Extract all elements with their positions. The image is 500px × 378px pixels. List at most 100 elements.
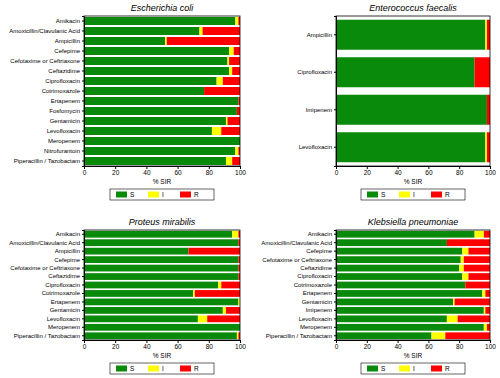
tick: Cotrimoxazole	[42, 290, 84, 296]
axis-line	[85, 167, 241, 170]
tick-label: Cefepime	[54, 48, 80, 54]
bars	[336, 20, 490, 163]
legend-label: S	[381, 365, 386, 372]
bar-segment	[217, 77, 223, 85]
bar-segment	[336, 231, 475, 238]
legend-swatch	[399, 192, 410, 198]
tick-mark	[334, 293, 336, 294]
bar-segment	[336, 265, 459, 272]
y-axis: AmikacinAmoxicillin/Clavulanic AcidAmpic…	[9, 231, 84, 341]
tick-mark	[82, 234, 84, 235]
tick: Cefepime	[54, 257, 84, 263]
tick: Fosfomycin	[49, 108, 84, 114]
bar-segment	[84, 77, 217, 85]
bar-segment	[336, 273, 462, 280]
tick-mark	[82, 259, 84, 260]
bar-segment	[84, 27, 199, 35]
y-axis: AmikacinAmoxicillin/Clavulanic AcidAmpic…	[9, 17, 84, 167]
bar-segment	[189, 248, 240, 255]
tick-label: 80	[206, 169, 214, 176]
axis-line	[337, 341, 491, 344]
panel: 020406080100AmikacinAmoxicillin/Clavulan…	[261, 217, 496, 374]
tick-mark	[334, 310, 336, 311]
tick: Ciprofloxacin	[45, 282, 84, 288]
y-axis: AmikacinAmoxicillin/Clavulanic AcidCefep…	[261, 231, 336, 341]
tick-mark	[82, 131, 84, 132]
tick-label: 60	[425, 169, 433, 176]
tick: Cefotaxime or Ceftriaxone	[262, 257, 336, 263]
tick-mark	[82, 335, 84, 336]
tick-mark	[334, 109, 336, 110]
tick-label: 100	[485, 343, 496, 350]
bar-segment	[468, 248, 490, 255]
tick: 100	[485, 340, 496, 350]
bar-segment	[84, 47, 229, 55]
bar-segment	[235, 147, 238, 155]
tick-label: 20	[112, 169, 120, 176]
tick-mark	[82, 310, 84, 311]
tick-label: 80	[456, 169, 464, 176]
tick: Ciprofloxacin	[297, 273, 336, 279]
tick-label: Cefotaxime or Ceftriaxone	[10, 58, 80, 64]
tick-mark	[334, 147, 336, 148]
bar-segment	[207, 315, 240, 322]
bar-segment	[336, 332, 431, 339]
legend-label: R	[194, 191, 199, 198]
bar-segment	[336, 239, 447, 246]
tick: Ampicillin	[55, 38, 84, 44]
tick: Amoxicillin/Clavulanic Acid	[9, 240, 84, 246]
tick-mark	[334, 318, 336, 319]
bar-segment	[84, 87, 204, 95]
axis-line	[334, 231, 337, 341]
tick-label: 40	[143, 169, 151, 176]
bar-segment	[195, 290, 240, 297]
bar-segment	[336, 95, 487, 125]
tick: 20	[112, 340, 120, 350]
tick-mark	[82, 81, 84, 82]
tick-label: 0	[83, 169, 87, 176]
bar-segment	[461, 256, 464, 263]
tick-label: Ampicillin	[55, 248, 80, 254]
tick: 100	[235, 166, 246, 176]
tick-label: 40	[394, 169, 402, 176]
bar-segment	[235, 17, 238, 25]
tick-mark	[82, 51, 84, 52]
bar-segment	[336, 324, 484, 331]
tick: 20	[112, 166, 120, 176]
tick-mark	[334, 276, 336, 277]
tick: Amoxicillin/Clavulanic Acid	[9, 28, 84, 34]
tick: Cefepime	[306, 248, 336, 254]
bar-segment	[447, 239, 490, 246]
tick: Levofloxacin	[299, 144, 336, 150]
tick: Cotrimoxazole	[42, 88, 84, 94]
tick: Ertapenem	[51, 299, 84, 305]
tick-label: Amoxicillin/Clavulanic Acid	[261, 240, 332, 246]
axis-line	[82, 231, 85, 341]
bar-segment	[487, 95, 490, 125]
tick-label: 0	[335, 169, 339, 176]
bar-segment	[485, 132, 487, 162]
plot-frame	[336, 230, 490, 340]
bar-segment	[223, 77, 240, 85]
tick-mark	[334, 335, 336, 336]
bar-segment	[228, 57, 230, 65]
axis-title: % SIR	[404, 352, 423, 359]
axis-line	[85, 341, 241, 344]
tick: Meropenem	[300, 324, 336, 330]
bar-segment	[237, 332, 239, 339]
bar-segment	[167, 37, 240, 45]
bar-segment	[237, 107, 240, 115]
legend-swatch	[431, 366, 442, 372]
bar-segment	[464, 265, 490, 272]
panel: 020406080100AmikacinAmoxicillin/Clavulan…	[9, 217, 246, 374]
tick: Ceftazidime	[300, 265, 336, 271]
panel: 020406080100AmikacinAmoxicillin/Clavulan…	[9, 3, 246, 200]
tick: Ertapenem	[303, 290, 336, 296]
tick: 40	[394, 166, 402, 176]
bar-segment	[84, 117, 226, 125]
tick: Piperacillin / Tazobactam	[14, 333, 84, 339]
bar-segment	[484, 324, 487, 331]
tick-label: Levofloxacin	[299, 144, 332, 150]
legend-box	[110, 363, 214, 374]
tick-mark	[82, 71, 84, 72]
